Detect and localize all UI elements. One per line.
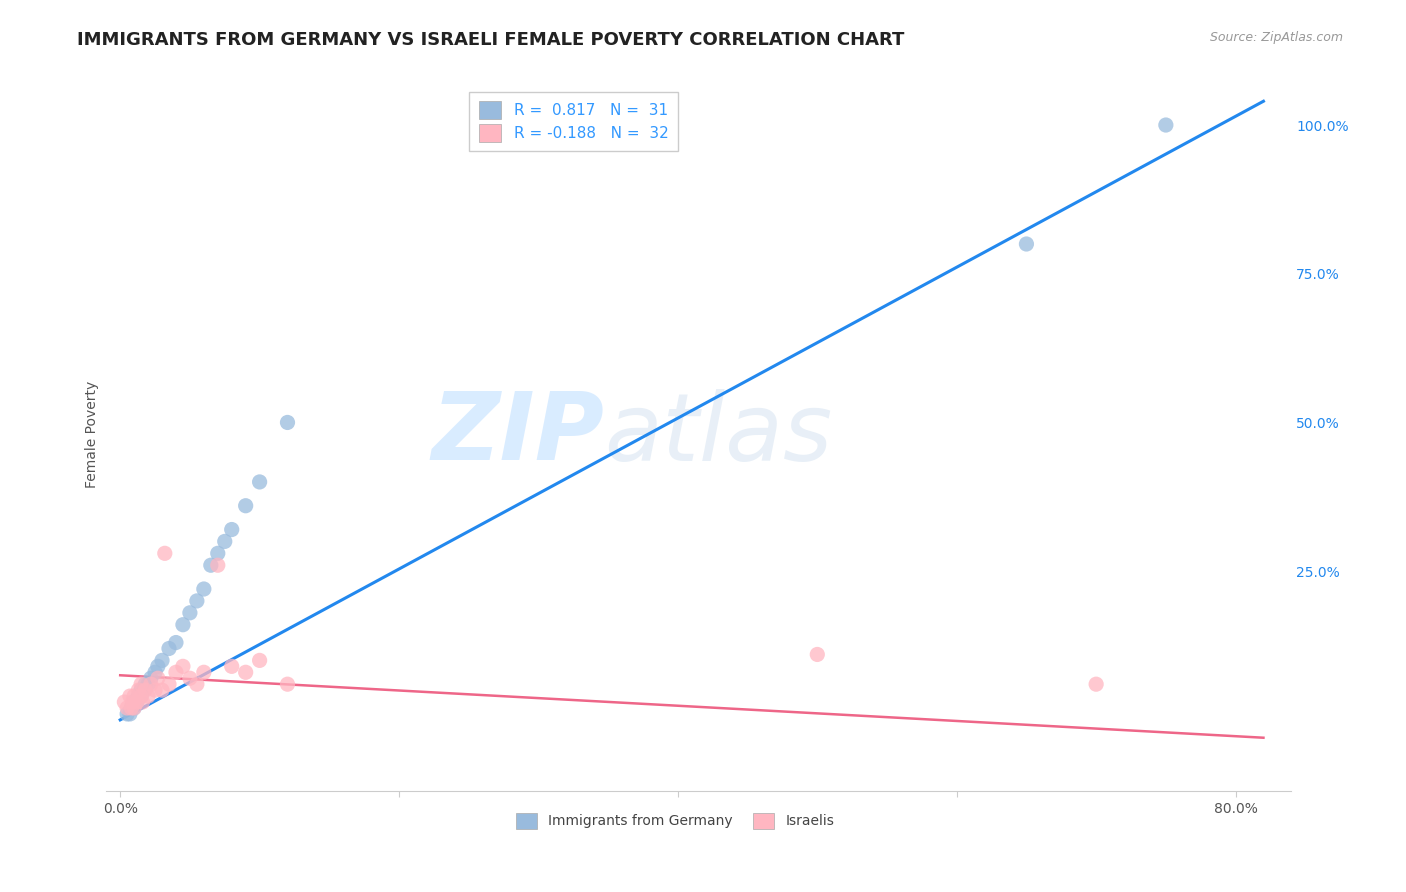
Point (1154, 118, 1177, 132)
Point (150, 653, 173, 667)
Point (1085, 677, 1108, 691)
Point (139, 677, 162, 691)
Point (146, 659, 169, 673)
Point (193, 665, 215, 680)
Point (115, 706, 138, 721)
Point (129, 677, 152, 691)
Point (150, 683, 173, 698)
Point (806, 648, 828, 662)
Legend: Immigrants from Germany, Israelis: Immigrants from Germany, Israelis (510, 807, 839, 834)
Point (179, 606, 201, 620)
Point (127, 683, 149, 698)
Point (207, 558, 229, 573)
Point (129, 689, 152, 703)
Point (125, 695, 148, 709)
Point (125, 695, 148, 709)
Point (134, 677, 156, 691)
Point (249, 653, 271, 667)
Text: ZIP: ZIP (432, 388, 605, 481)
Point (207, 546, 229, 560)
Point (179, 671, 201, 685)
Point (121, 695, 143, 709)
Point (235, 499, 257, 513)
Point (120, 701, 142, 715)
Point (172, 617, 194, 632)
Point (131, 695, 153, 709)
Point (112, 695, 135, 709)
Point (200, 558, 222, 573)
Point (127, 689, 149, 703)
Point (153, 546, 176, 560)
Text: atlas: atlas (605, 389, 832, 480)
Point (115, 701, 138, 715)
Point (221, 523, 243, 537)
Point (129, 689, 152, 703)
Point (221, 659, 243, 673)
Text: IMMIGRANTS FROM GERMANY VS ISRAELI FEMALE POVERTY CORRELATION CHART: IMMIGRANTS FROM GERMANY VS ISRAELI FEMAL… (77, 31, 904, 49)
Point (165, 635, 187, 649)
Point (143, 665, 166, 680)
Point (276, 416, 298, 430)
Point (235, 665, 257, 680)
Point (1015, 237, 1038, 252)
Point (193, 582, 215, 596)
Point (172, 659, 194, 673)
Point (276, 677, 298, 691)
Text: Source: ZipAtlas.com: Source: ZipAtlas.com (1209, 31, 1343, 45)
Point (186, 677, 208, 691)
Point (132, 683, 155, 698)
Point (136, 689, 159, 703)
Point (146, 671, 169, 685)
Point (165, 665, 187, 680)
Point (139, 671, 162, 685)
Point (122, 701, 145, 715)
Point (122, 701, 145, 715)
Point (122, 689, 145, 703)
Point (118, 706, 141, 721)
Point (134, 683, 156, 698)
Point (129, 683, 152, 698)
Point (186, 594, 208, 608)
Point (122, 695, 145, 709)
Point (157, 677, 180, 691)
Point (249, 475, 271, 489)
Point (214, 534, 236, 549)
Point (118, 689, 141, 703)
Point (120, 701, 142, 715)
Y-axis label: Female Poverty: Female Poverty (86, 381, 100, 488)
Point (143, 683, 166, 698)
Point (157, 641, 180, 656)
Point (136, 677, 159, 691)
